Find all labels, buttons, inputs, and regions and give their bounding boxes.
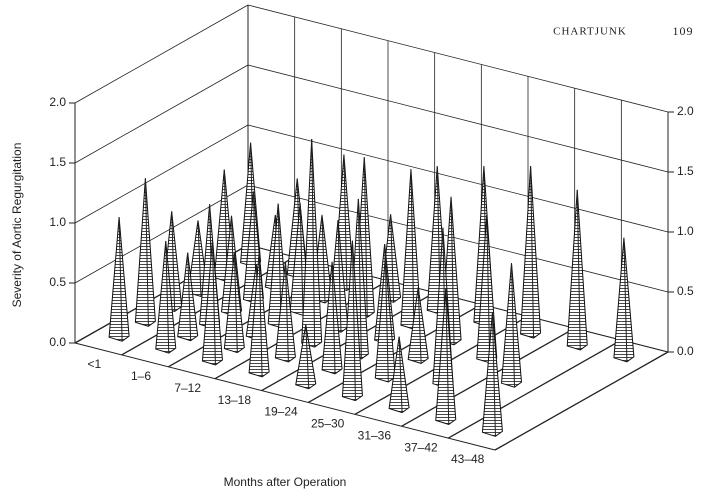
pyramid-edge <box>384 257 389 383</box>
pyramid <box>341 240 363 402</box>
pyramid-edge <box>623 237 628 362</box>
pyramid <box>295 324 317 390</box>
pyramid-edge <box>233 252 238 353</box>
pyramid-edge <box>486 214 491 363</box>
y-tick-label: 2.0 <box>49 95 66 109</box>
grid-line <box>247 4 669 113</box>
pyramid <box>435 288 457 425</box>
y-tick-label: 0.5 <box>49 275 66 289</box>
pyramid-edge <box>118 217 123 342</box>
page-number: 109 <box>673 24 694 38</box>
y-axis-title: Severity of Aortic Regurgitation <box>10 143 24 308</box>
pyramid <box>201 240 223 366</box>
grid-line <box>247 64 669 173</box>
pyramid-edge <box>410 169 415 330</box>
pyramid-edge <box>417 287 422 364</box>
pyramid-edge <box>445 288 450 425</box>
x-tick-label: 7–12 <box>174 381 201 395</box>
pyramid-edge <box>390 214 395 303</box>
pyramid <box>301 139 323 348</box>
page-header: CHARTJUNK <box>553 26 627 38</box>
x-tick-label: 1–6 <box>131 369 151 383</box>
x-tick-label: 13–18 <box>218 393 252 407</box>
pyramid <box>177 252 199 342</box>
grid-line <box>247 184 669 293</box>
pyramid-edge <box>491 312 496 437</box>
pyramid-edge <box>343 154 348 291</box>
pyramid-edge <box>337 220 342 333</box>
y-tick-label: 1.0 <box>677 224 694 238</box>
grid-line <box>74 184 249 284</box>
pyramid-edge <box>305 324 310 389</box>
y-tick-label: 2.0 <box>677 104 694 118</box>
pyramid <box>407 287 429 364</box>
grid-line <box>247 124 669 233</box>
pyramid <box>388 336 410 414</box>
pyramid <box>500 263 523 388</box>
pyramid-edge <box>284 261 289 362</box>
y-tick-label: 1.5 <box>49 155 66 169</box>
pyramid-edge <box>511 263 515 388</box>
x-tick-label: 31–36 <box>358 428 392 442</box>
pyramid-edge <box>171 211 176 312</box>
y-tick-label: 0.0 <box>49 335 66 349</box>
pyramid <box>248 252 270 378</box>
floor-front-edge <box>74 342 496 451</box>
pyramid-edge <box>331 261 336 374</box>
pyramid-edge <box>363 157 368 318</box>
pyramid <box>108 217 130 342</box>
pyramid <box>613 237 635 363</box>
x-tick-label: 19–24 <box>264 405 298 419</box>
pyramid-edge <box>311 139 316 348</box>
y-tick-label: 0.0 <box>677 344 694 358</box>
pyramid-edge <box>357 198 362 359</box>
y-tick-label: 1.5 <box>677 164 694 178</box>
pyramid-edge <box>351 240 356 401</box>
pyramid-edge <box>299 203 304 316</box>
y-tick-label: 0.5 <box>677 284 694 298</box>
floor-line <box>494 351 669 451</box>
x-tick-label: 37–42 <box>404 440 438 454</box>
floor-line <box>448 339 622 439</box>
pyramid <box>223 252 245 354</box>
grid-line <box>74 64 249 164</box>
pyramid-edge <box>165 241 170 354</box>
pyramid-edge <box>258 252 263 377</box>
pyramid-edge <box>211 240 216 365</box>
pyramid-edge <box>321 214 326 303</box>
pyramid <box>134 178 156 327</box>
pyramid <box>155 241 177 354</box>
pyramid-edge <box>450 196 455 345</box>
x-axis-title: Months after Operation <box>224 475 347 489</box>
y-tick-label: 1.0 <box>49 215 66 229</box>
pyramid <box>481 312 503 437</box>
pyramid <box>274 261 296 363</box>
pyramid-edge <box>197 220 202 297</box>
grid-line <box>74 4 249 104</box>
pyramid-edge <box>530 166 535 339</box>
x-tick-label: 43–48 <box>451 452 485 466</box>
x-tick-label: 25–30 <box>311 417 345 431</box>
pyramid-edge <box>576 189 581 350</box>
pyramid <box>520 166 542 339</box>
pyramid <box>566 189 588 351</box>
grid-line <box>74 124 249 224</box>
pyramid <box>321 261 343 375</box>
pyramid-edge <box>398 336 403 413</box>
pyramid-edge <box>144 178 149 327</box>
pyramid-edge <box>187 252 192 341</box>
x-tick-label: <1 <box>87 357 101 371</box>
